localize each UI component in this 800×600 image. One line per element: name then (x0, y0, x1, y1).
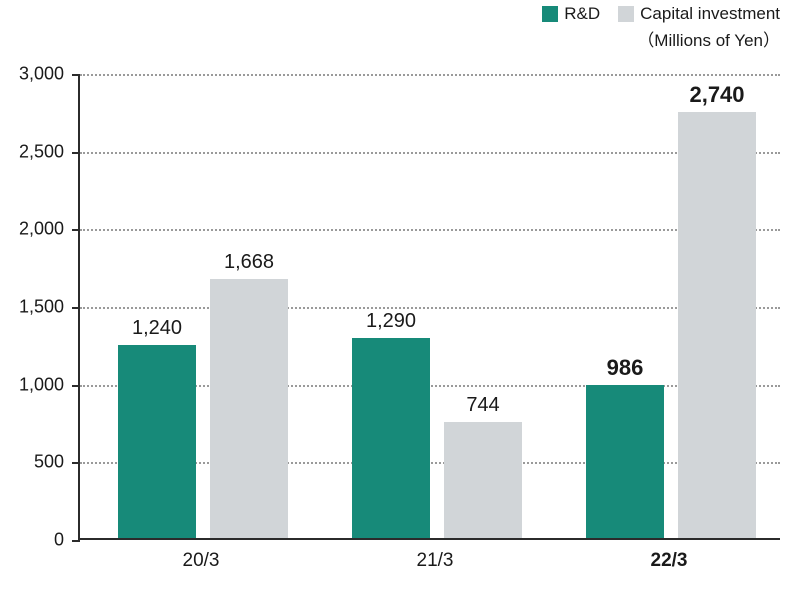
y-tick (72, 540, 80, 542)
bar-capital: 744 (444, 422, 522, 538)
y-tick (72, 152, 80, 154)
y-axis-label: 2,500 (0, 141, 64, 162)
legend-row: R&D Capital investment (542, 4, 780, 24)
legend-item-rd: R&D (542, 4, 600, 24)
y-axis-label: 0 (0, 530, 64, 551)
x-axis-label: 22/3 (651, 550, 688, 572)
bar-value-label: 744 (466, 394, 499, 417)
y-tick (72, 385, 80, 387)
bar-capital: 1,668 (210, 279, 288, 538)
bar-rd: 986 (586, 385, 664, 538)
bar-capital: 2,740 (678, 112, 756, 538)
y-axis-label: 500 (0, 452, 64, 473)
legend-item-cap: Capital investment (618, 4, 780, 24)
x-axis-label: 20/3 (183, 550, 220, 572)
bar-value-label: 1,290 (366, 310, 416, 333)
bar-rd: 1,290 (352, 338, 430, 538)
y-axis-label: 3,000 (0, 64, 64, 85)
y-tick (72, 307, 80, 309)
y-axis-label: 1,500 (0, 297, 64, 318)
bar-value-label: 1,668 (224, 251, 274, 274)
y-tick (72, 229, 80, 231)
plot-area: 1,2401,6681,2907449862,740 (78, 74, 780, 540)
chart: 1,2401,6681,2907449862,740 05001,0001,50… (0, 46, 800, 600)
bar-value-label: 2,740 (689, 82, 744, 108)
bar-group: 9862,740 (586, 74, 756, 538)
y-tick (72, 74, 80, 76)
bar-rd: 1,240 (118, 345, 196, 538)
y-axis-label: 1,000 (0, 374, 64, 395)
bar-group: 1,2401,668 (118, 74, 288, 538)
swatch-cap (618, 6, 634, 22)
x-axis-label: 21/3 (417, 550, 454, 572)
legend-label-cap: Capital investment (640, 4, 780, 24)
y-axis-label: 2,000 (0, 219, 64, 240)
swatch-rd (542, 6, 558, 22)
legend-label-rd: R&D (564, 4, 600, 24)
legend: R&D Capital investment （Millions of Yen） (542, 4, 780, 51)
y-tick (72, 462, 80, 464)
bar-value-label: 986 (607, 355, 644, 381)
bar-group: 1,290744 (352, 74, 522, 538)
bar-value-label: 1,240 (132, 317, 182, 340)
